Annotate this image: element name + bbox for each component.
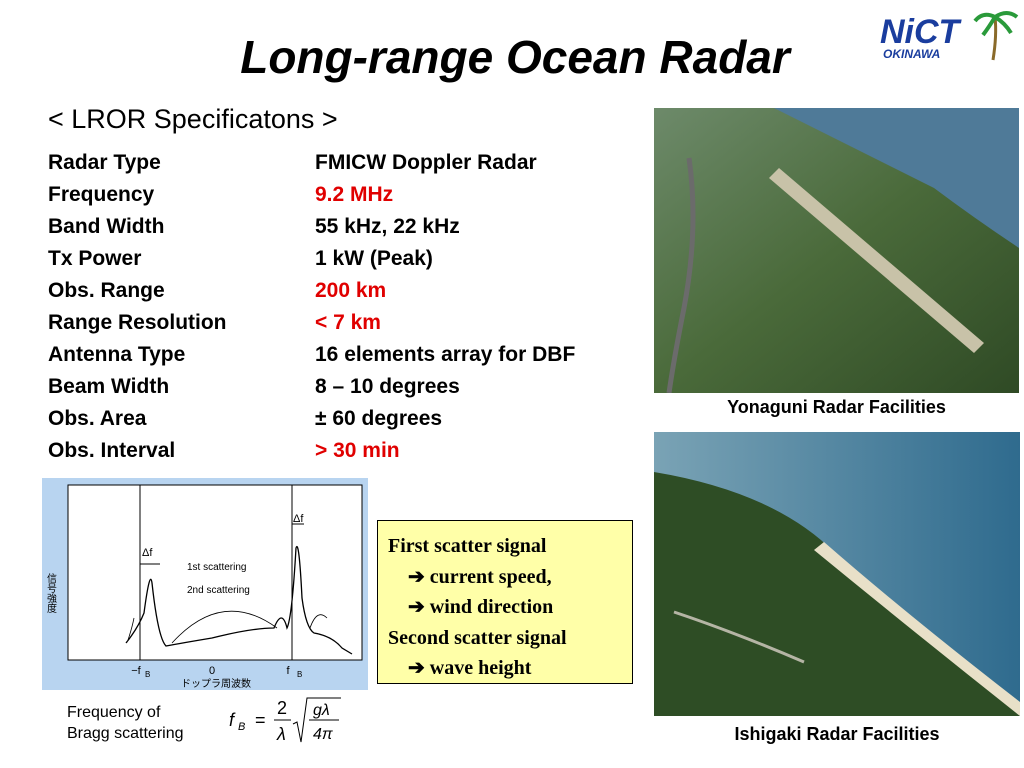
tick-label: 0 xyxy=(209,665,215,677)
spec-value: 200 km xyxy=(315,279,387,302)
y-label: 信号強度 xyxy=(45,573,57,614)
spec-label: Range Resolution xyxy=(48,311,227,334)
logo-region: OKINAWA xyxy=(883,47,940,61)
logo: NiCT OKINAWA xyxy=(880,11,1019,61)
photo-caption: Yonaguni Radar Facilities xyxy=(727,397,946,417)
spec-value: ± 60 degrees xyxy=(315,407,443,430)
annotation: 2nd scattering xyxy=(187,585,250,596)
delta-label: Δf xyxy=(293,513,304,525)
formula-part: 2 xyxy=(277,698,287,718)
spectrum-figure: Δf Δf 1st scattering 2nd scattering 信号強度… xyxy=(42,478,368,690)
specs-heading: < LROR Specificatons > xyxy=(48,104,338,134)
spec-label: Radar Type xyxy=(48,151,161,174)
note-line: First scatter signal xyxy=(388,535,547,557)
note-line: ➔ wave height xyxy=(408,657,532,679)
spec-value: 9.2 MHz xyxy=(315,183,394,206)
spec-value: FMICW Doppler Radar xyxy=(315,151,537,174)
annotation: 1st scattering xyxy=(187,562,246,573)
formula-caption: Frequency of Bragg scattering xyxy=(67,702,184,744)
title: Long-range Ocean Radar xyxy=(240,31,790,83)
photo xyxy=(654,432,1020,716)
spec-value: > 30 min xyxy=(315,439,400,462)
tick-label: −f xyxy=(131,665,141,677)
note-line: ➔ current speed, xyxy=(408,565,552,588)
formula-part: 4π xyxy=(313,726,333,743)
formula-part: λ xyxy=(276,724,286,744)
formula: f B = 2 λ gλ 4π xyxy=(229,697,341,744)
spec-value: 1 kW (Peak) xyxy=(315,247,433,270)
formula-part: B xyxy=(238,721,245,733)
delta-label: Δf xyxy=(142,547,153,559)
formula-part: = xyxy=(255,710,266,730)
caption-line: Frequency of xyxy=(67,704,161,721)
spec-value: 16 elements array for DBF xyxy=(315,343,576,366)
spec-label: Obs. Area xyxy=(48,407,147,430)
x-label: ドップラ周波数 xyxy=(181,677,251,690)
photo xyxy=(654,108,1019,393)
logo-name: NiCT xyxy=(880,13,963,51)
formula-part: f xyxy=(229,710,236,730)
spec-value: 55 kHz, 22 kHz xyxy=(315,215,460,238)
tick-sub: B xyxy=(145,670,150,679)
caption-line: Bragg scattering xyxy=(67,725,184,742)
note-box: First scatter signal ➔ current speed, ➔ wi… xyxy=(377,520,633,684)
tick-label: f xyxy=(286,665,290,677)
note-line: Second scatter signal xyxy=(388,626,567,649)
spec-label: Band Width xyxy=(48,215,165,238)
tick-sub: B xyxy=(297,670,302,679)
spec-label: Antenna Type xyxy=(48,343,186,366)
spec-value: < 7 km xyxy=(315,311,381,334)
spec-label: Frequency xyxy=(48,183,155,206)
spec-label: Tx Power xyxy=(48,247,142,270)
spec-label: Beam Width xyxy=(48,375,170,398)
formula-part: gλ xyxy=(313,702,330,719)
spec-label: Obs. Interval xyxy=(48,439,176,462)
note-line: ➔ wind direction xyxy=(408,596,554,618)
spec-label: Obs. Range xyxy=(48,279,165,302)
spec-value: 8 – 10 degrees xyxy=(315,375,460,398)
photo-caption: Ishigaki Radar Facilities xyxy=(734,724,940,744)
